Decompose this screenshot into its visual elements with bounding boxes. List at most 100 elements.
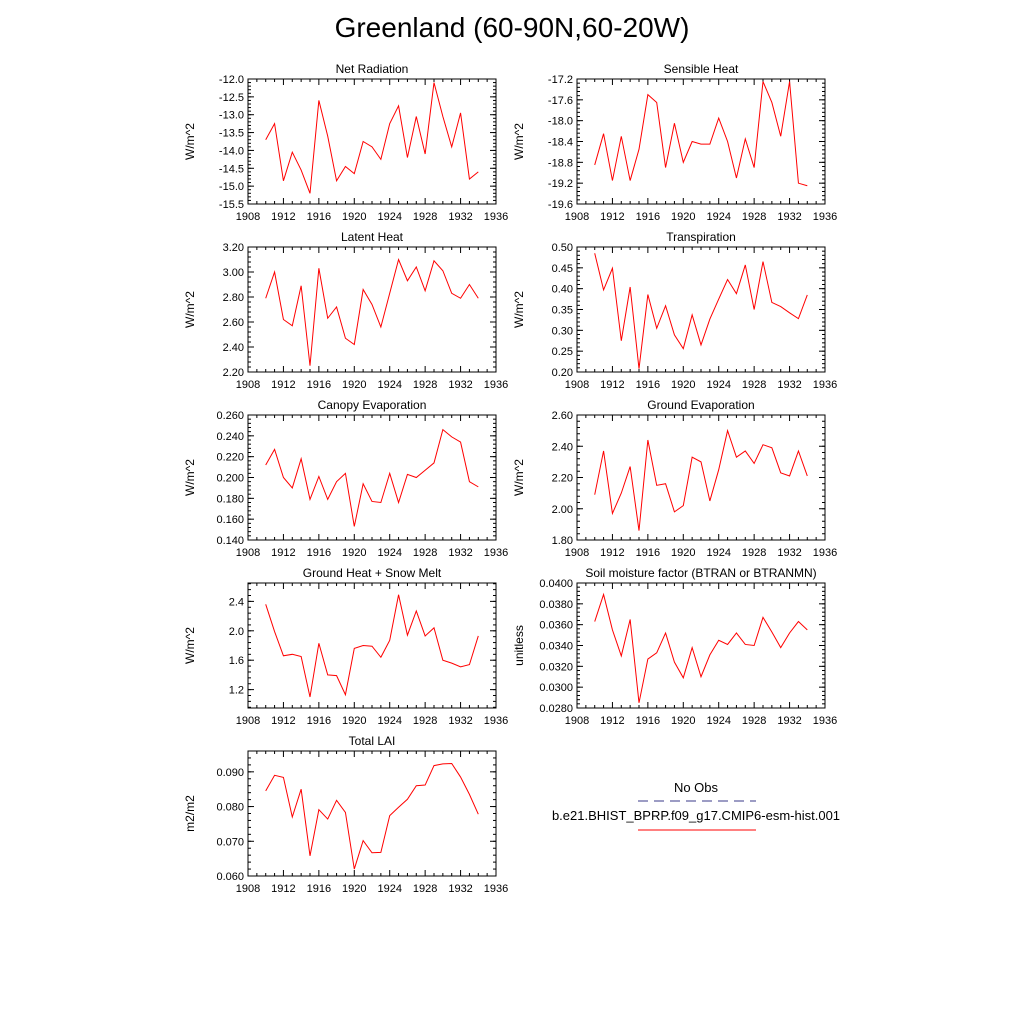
y-tick-label: 2.80 (223, 292, 244, 304)
y-tick-label: 0.060 (216, 871, 244, 883)
series-line (265, 762, 479, 870)
y-tick-label: 1.80 (552, 535, 573, 547)
y-tick-label: 3.00 (223, 267, 244, 279)
x-tick-label: 1932 (777, 211, 801, 223)
legend-obs-label: No Obs (674, 780, 719, 795)
y-tick-label: 1.6 (229, 655, 244, 667)
panel: Soil moisture factor (BTRAN or BTRANMN) u… (512, 566, 837, 727)
x-tick-label: 1924 (377, 883, 401, 895)
x-tick-label: 1928 (413, 379, 437, 391)
x-tick-label: 1932 (448, 379, 472, 391)
x-tick-label: 1908 (236, 211, 260, 223)
x-tick-label: 1912 (271, 547, 295, 559)
x-tick-label: 1924 (377, 715, 401, 727)
y-tick-label: 2.60 (552, 410, 573, 422)
x-tick-label: 1912 (271, 883, 295, 895)
panel-title: Latent Heat (341, 230, 404, 244)
x-tick-label: 1908 (236, 883, 260, 895)
x-tick-label: 1932 (777, 715, 801, 727)
x-tick-label: 1916 (307, 547, 331, 559)
y-tick-label: 0.0340 (539, 641, 573, 653)
x-tick-label: 1932 (448, 211, 472, 223)
x-tick-label: 1916 (636, 547, 660, 559)
x-tick-label: 1908 (565, 715, 589, 727)
x-tick-label: 1920 (671, 211, 695, 223)
y-tick-label: 0.090 (216, 767, 244, 779)
y-tick-label: -12.0 (219, 74, 244, 86)
y-tick-label: -12.5 (219, 92, 244, 104)
y-tick-label: -19.2 (548, 178, 573, 190)
y-tick-label: 2.40 (552, 441, 573, 453)
x-tick-label: 1908 (565, 211, 589, 223)
y-tick-label: 0.25 (552, 346, 573, 358)
x-tick-label: 1932 (448, 715, 472, 727)
x-tick-label: 1932 (448, 547, 472, 559)
y-tick-label: -18.8 (548, 157, 573, 169)
panel: Latent Heat W/m^2 1908 1912 1916 1920 1924 1928… (183, 230, 508, 391)
y-axis-label: W/m^2 (512, 291, 526, 328)
x-tick-label: 1912 (600, 379, 624, 391)
x-tick-label: 1936 (484, 211, 508, 223)
x-tick-label: 1908 (236, 715, 260, 727)
y-axis-label: m2/m2 (183, 795, 197, 832)
y-tick-label: 2.20 (223, 367, 244, 379)
panel-title: Ground Heat + Snow Melt (303, 566, 442, 580)
y-tick-label: 0.200 (216, 473, 244, 485)
y-tick-label: 0.0300 (539, 682, 573, 694)
x-tick-label: 1916 (307, 715, 331, 727)
y-tick-label: 0.50 (552, 242, 573, 254)
y-tick-label: -14.0 (219, 145, 244, 157)
y-tick-label: 0.070 (216, 836, 244, 848)
x-tick-label: 1920 (342, 379, 366, 391)
y-tick-label: -15.5 (219, 199, 244, 211)
x-tick-label: 1912 (600, 211, 624, 223)
panel-title: Ground Evaporation (647, 398, 754, 412)
y-tick-label: 3.20 (223, 242, 244, 254)
x-tick-label: 1936 (813, 547, 837, 559)
x-tick-label: 1916 (307, 379, 331, 391)
x-tick-label: 1908 (236, 547, 260, 559)
panel-title: Net Radiation (336, 62, 409, 76)
x-tick-label: 1920 (342, 547, 366, 559)
x-tick-label: 1928 (413, 715, 437, 727)
series-line (265, 428, 479, 527)
panel-title: Soil moisture factor (BTRAN or BTRANMN) (585, 566, 816, 580)
y-tick-label: -17.2 (548, 74, 573, 86)
plot-frame (247, 582, 497, 709)
x-tick-label: 1916 (636, 715, 660, 727)
x-tick-label: 1916 (636, 211, 660, 223)
y-axis-label: W/m^2 (183, 627, 197, 664)
y-tick-label: -18.4 (548, 137, 573, 149)
x-tick-label: 1936 (484, 715, 508, 727)
x-tick-label: 1924 (706, 715, 730, 727)
series-line (265, 257, 479, 366)
y-tick-label: 0.160 (216, 514, 244, 526)
y-tick-label: 0.0280 (539, 703, 573, 715)
plot-frame (576, 414, 826, 541)
panel-title: Transpiration (666, 230, 736, 244)
x-tick-label: 1936 (813, 379, 837, 391)
series-line (594, 253, 808, 369)
plot-frame (576, 78, 826, 205)
y-tick-label: 2.60 (223, 317, 244, 329)
x-tick-label: 1932 (448, 883, 472, 895)
x-tick-label: 1932 (777, 379, 801, 391)
x-tick-label: 1928 (413, 211, 437, 223)
panel-title: Total LAI (349, 734, 396, 748)
x-tick-label: 1920 (342, 715, 366, 727)
panel: Sensible Heat W/m^2 1908 1912 1916 1920 1924 19… (512, 62, 837, 223)
panel: Transpiration W/m^2 1908 1912 1916 1920 1924 19… (512, 230, 837, 391)
panel: Total LAI m2/m2 1908 1912 1916 1920 1924 1928 19… (183, 734, 508, 895)
y-tick-label: 0.140 (216, 535, 244, 547)
x-tick-label: 1932 (777, 547, 801, 559)
x-tick-label: 1912 (271, 379, 295, 391)
x-tick-label: 1908 (236, 379, 260, 391)
panel-title: Sensible Heat (664, 62, 739, 76)
legend-model-label: b.e21.BHIST_BPRP.f09_g17.CMIP6-esm-hist.… (552, 808, 840, 823)
x-tick-label: 1908 (565, 379, 589, 391)
x-tick-label: 1912 (600, 547, 624, 559)
panel: Net Radiation W/m^2 1908 1912 1916 1920 1924 19… (183, 62, 508, 223)
y-tick-label: 0.40 (552, 284, 573, 296)
series-line (265, 594, 479, 698)
